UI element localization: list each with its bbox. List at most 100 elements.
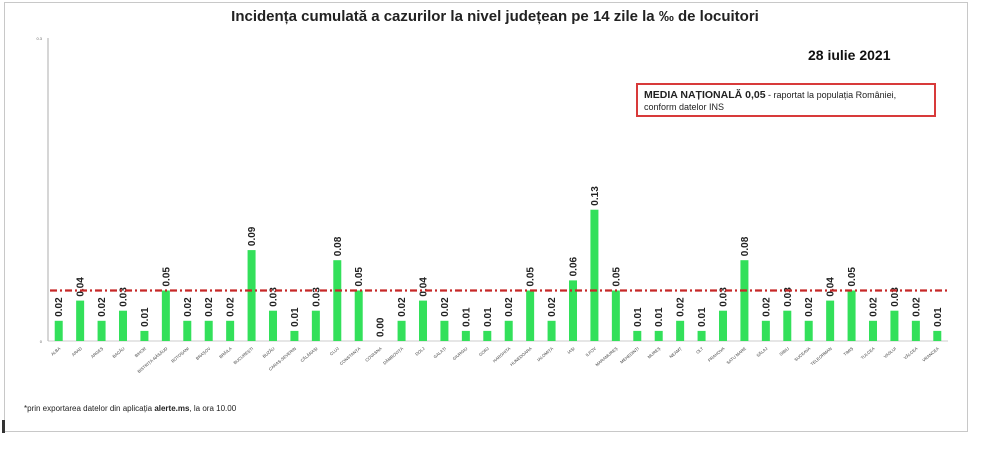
data-label: 0.03	[890, 287, 901, 307]
bar	[504, 320, 513, 341]
bar	[311, 310, 320, 341]
bar	[247, 250, 256, 341]
data-label: 0.05	[161, 267, 172, 287]
footnote-prefix: *prin exportarea datelor din aplicația	[24, 404, 155, 413]
data-label: 0.04	[826, 277, 837, 297]
data-label: 0.02	[869, 297, 880, 317]
x-tick-label: BIHOR	[134, 346, 147, 358]
data-label: 0.08	[333, 236, 344, 256]
data-label: 0.05	[354, 267, 365, 287]
x-tick-label: BACĂU	[111, 346, 125, 359]
bar	[290, 330, 299, 341]
bar	[761, 320, 770, 341]
data-label: 0.02	[911, 297, 922, 317]
footnote: *prin exportarea datelor din aplicația a…	[24, 404, 236, 413]
data-label: 0.02	[397, 297, 408, 317]
data-label: 0.01	[633, 307, 644, 327]
x-tick-label: MUREȘ	[647, 346, 662, 360]
data-label: 0.08	[740, 236, 751, 256]
data-label: 0.02	[183, 297, 194, 317]
bar	[676, 320, 685, 341]
x-tick-label: ILFOV	[585, 346, 598, 358]
bar	[526, 290, 535, 341]
bar	[911, 320, 920, 341]
chart-date: 28 iulie 2021	[808, 47, 891, 63]
data-label: 0.00	[376, 317, 387, 337]
x-tick-label: SUCEAVA	[793, 346, 811, 362]
x-tick-label: COVASNA	[364, 346, 383, 363]
x-tick-label: DOLJ	[414, 346, 425, 357]
bar	[783, 310, 792, 341]
data-label: 0.05	[847, 267, 858, 287]
x-tick-label: BOTOȘANI	[170, 346, 190, 364]
bar	[569, 280, 577, 341]
national-average-note: - raportat la populația României, confor…	[644, 90, 897, 112]
bar	[611, 290, 620, 341]
x-tick-label: GALAȚI	[432, 346, 447, 359]
bar	[140, 330, 149, 341]
chart-frame	[4, 2, 968, 432]
bar	[719, 310, 727, 341]
bar	[483, 330, 492, 341]
x-tick-label: SĂLAJ	[755, 346, 768, 358]
data-label: 0.03	[719, 287, 730, 307]
chart-title: Incidența cumulată a cazurilor la nivel …	[231, 8, 759, 25]
x-tick-label: IALOMIȚA	[536, 346, 554, 363]
x-tick-label: ARAD	[71, 346, 83, 357]
x-tick-label: ALBA	[50, 346, 62, 357]
x-tick-label: GORJ	[478, 346, 490, 357]
bar	[76, 300, 85, 341]
data-label: 0.01	[290, 307, 301, 327]
x-tick-label: TULCEA	[860, 346, 876, 361]
bar	[869, 320, 877, 341]
data-label: 0.03	[783, 287, 794, 307]
data-label: 0.02	[547, 297, 558, 317]
bar	[461, 330, 470, 341]
data-label: 0.05	[526, 267, 537, 287]
x-tick-label: MEHEDINȚI	[619, 346, 640, 365]
data-label: 0.01	[697, 307, 708, 327]
data-label: 0.01	[933, 307, 944, 327]
bar	[590, 209, 599, 341]
bar	[119, 310, 127, 341]
data-label: 0.05	[611, 267, 622, 287]
data-label: 0.01	[461, 307, 472, 327]
data-label: 0.03	[269, 287, 280, 307]
bar	[97, 320, 106, 341]
x-tick-label: SIBIU	[778, 346, 790, 357]
x-tick-label: HARGHITA	[492, 346, 512, 364]
y-tick-label: 0	[40, 339, 43, 344]
data-label: 0.04	[76, 277, 87, 297]
x-tick-label: PRAHOVA	[707, 346, 726, 363]
data-label: 0.02	[504, 297, 515, 317]
bar	[226, 320, 235, 341]
left-edge-marker	[2, 420, 5, 433]
bar	[547, 320, 556, 341]
bar	[697, 330, 706, 341]
x-tick-label: VÂLCEA	[903, 346, 919, 361]
x-tick-label: CĂLĂRAȘI	[299, 346, 318, 363]
x-tick-label: BUCUREȘTI	[232, 346, 254, 365]
bar	[847, 290, 856, 341]
footnote-suffix: , la ora 10.00	[189, 404, 237, 413]
data-label: 0.02	[761, 297, 772, 317]
x-tick-label: SATU MARE	[725, 346, 747, 365]
x-tick-label: ARGEȘ	[90, 346, 105, 359]
data-label: 0.06	[569, 256, 580, 276]
data-label: 0.02	[676, 297, 687, 317]
national-average-box: MEDIA NAȚIONALĂ 0,05 - raportat la popul…	[636, 83, 936, 117]
data-label: 0.02	[204, 297, 215, 317]
bar	[826, 300, 835, 341]
bar	[804, 320, 813, 341]
bar	[633, 330, 642, 341]
footnote-app-name: alerte.ms	[154, 404, 190, 413]
x-tick-label: VASLUI	[883, 346, 897, 359]
data-label: 0.01	[483, 307, 494, 327]
x-tick-label: MARAMUREȘ	[594, 346, 618, 367]
x-tick-label: TIMIȘ	[842, 346, 854, 357]
x-tick-label: TELEORMAN	[810, 346, 833, 367]
bar	[354, 290, 363, 341]
bar	[419, 300, 427, 341]
data-label: 0.02	[804, 297, 815, 317]
